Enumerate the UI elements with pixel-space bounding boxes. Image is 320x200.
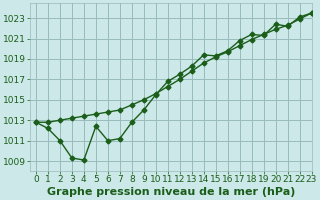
X-axis label: Graphe pression niveau de la mer (hPa): Graphe pression niveau de la mer (hPa)	[46, 187, 295, 197]
